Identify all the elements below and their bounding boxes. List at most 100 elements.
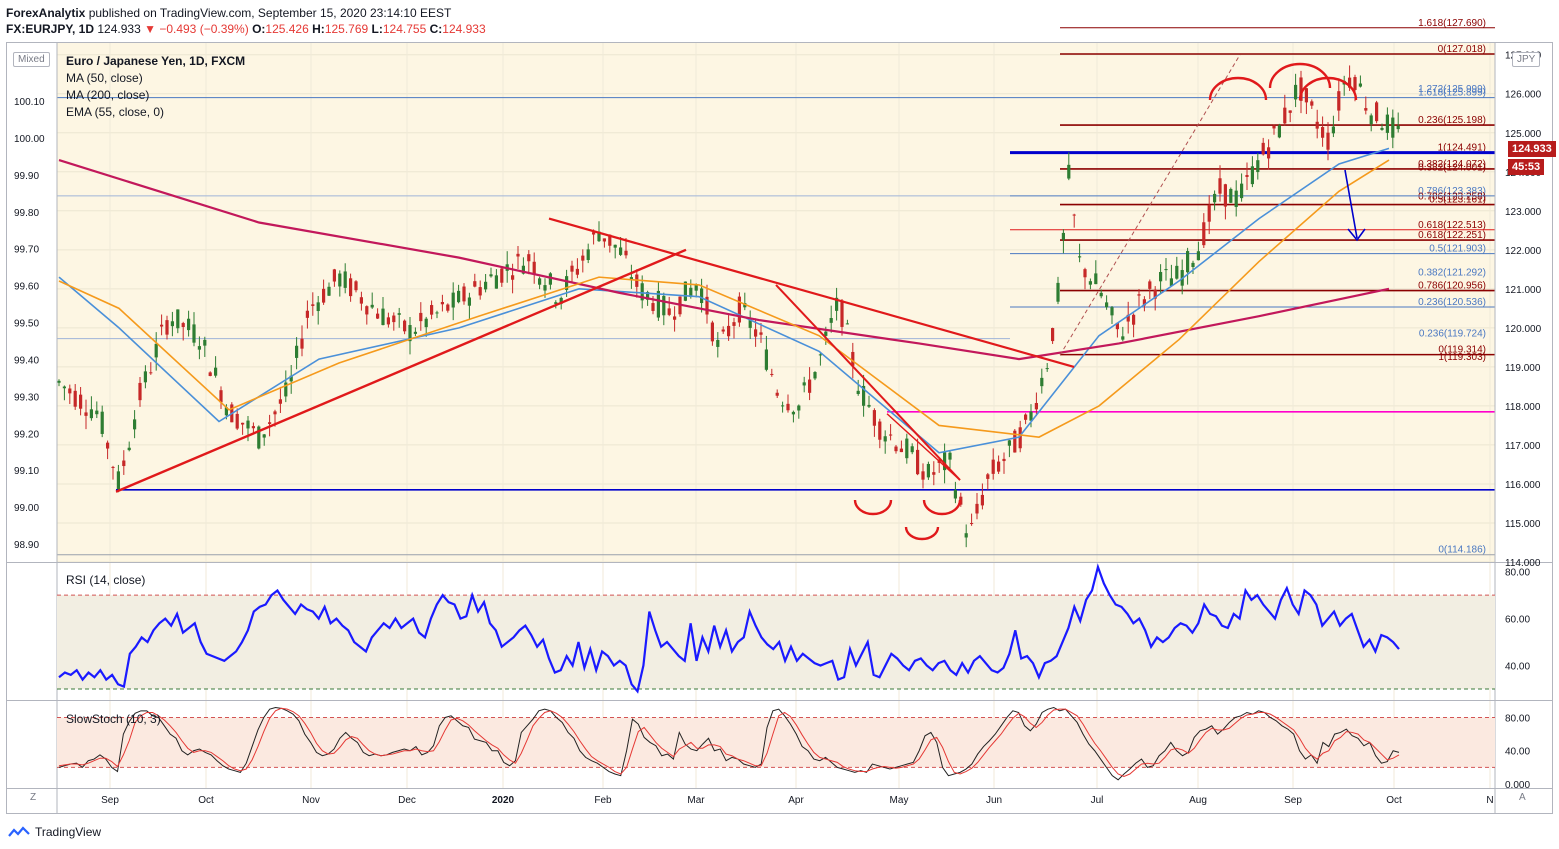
right-tick-label: 117.000 <box>1505 441 1541 452</box>
candle-body <box>883 436 887 442</box>
right-tick-label: 116.000 <box>1505 480 1541 491</box>
candle-body <box>716 340 720 347</box>
candle-body <box>791 411 795 415</box>
low-value: 124.755 <box>382 22 427 36</box>
candle-body <box>737 296 741 323</box>
candle-body <box>268 422 272 424</box>
candle-body <box>408 325 412 342</box>
candle-body <box>311 304 315 306</box>
x-tick-label: Oct <box>1386 795 1402 806</box>
candle-body <box>1024 414 1028 420</box>
candle-body <box>1288 110 1292 113</box>
mixed-badge[interactable]: Mixed <box>13 52 50 67</box>
candle-body <box>592 232 596 235</box>
candle-body <box>813 372 817 379</box>
candle-body <box>1126 314 1130 322</box>
rsi-legend[interactable]: RSI (14, close) <box>66 573 146 587</box>
x-tick-label: Dec <box>398 795 416 806</box>
right-tick-label: 125.000 <box>1505 129 1542 140</box>
candle-body <box>1272 125 1276 129</box>
fib-label: 1.272(125.999) <box>1418 84 1486 95</box>
candle-body <box>802 382 806 386</box>
x-tick-label: Aug <box>1189 795 1207 806</box>
candle-body <box>694 284 698 291</box>
candle-body <box>527 254 531 262</box>
legend-ema55[interactable]: EMA (55, close, 0) <box>66 105 165 119</box>
candle-body <box>867 404 871 407</box>
tradingview-logo[interactable]: TradingView <box>8 825 101 839</box>
candle-body <box>435 312 439 314</box>
left-tick-label: 99.40 <box>14 355 39 366</box>
candle-body <box>235 413 239 429</box>
x-tick-label: May <box>890 795 909 806</box>
candle-body <box>430 305 434 315</box>
stoch-tick-label: 40.00 <box>1505 747 1530 758</box>
publish-details: published on TradingView.com, September … <box>85 6 452 20</box>
legend-ma200[interactable]: MA (200, close) <box>66 88 150 102</box>
candle-body <box>624 250 628 256</box>
candle-body <box>1164 269 1168 271</box>
candle-body <box>1148 281 1152 289</box>
price-change: ▼ −0.493 (−0.39%) <box>144 22 249 36</box>
falling-trendline <box>548 217 1075 368</box>
candle-body <box>214 367 218 376</box>
currency-badge[interactable]: JPY <box>1512 52 1541 67</box>
candle-body <box>143 371 147 383</box>
right-tick-label: 119.000 <box>1505 363 1541 374</box>
candle-body <box>392 315 396 323</box>
short-trendline <box>886 413 961 481</box>
candle-body <box>440 302 444 305</box>
legend-ma50[interactable]: MA (50, close) <box>66 71 143 85</box>
candle-body <box>521 265 525 274</box>
right-tick-label: 121.000 <box>1505 285 1542 296</box>
x-tick-label: Sep <box>1284 795 1302 806</box>
candle-body <box>332 269 336 282</box>
candle-body <box>851 351 855 366</box>
candle-body <box>1396 125 1400 130</box>
candle-body <box>241 422 245 425</box>
candle-body <box>1083 269 1087 278</box>
candle-body <box>397 313 401 315</box>
candle-body <box>797 405 801 411</box>
candle-body <box>1207 204 1211 222</box>
candle-body <box>424 318 428 328</box>
candle-body <box>68 388 72 394</box>
tradingview-icon <box>8 826 30 837</box>
stoch-legend[interactable]: SlowStoch (10, 3) <box>66 712 161 726</box>
candle-body <box>516 253 520 257</box>
candle-body <box>365 306 369 315</box>
rsi-line <box>58 563 1400 694</box>
left-tick-label: 99.70 <box>14 245 39 256</box>
candle-body <box>748 318 752 328</box>
candle-body <box>127 447 131 451</box>
inverse-head-shoulders-arc <box>922 499 962 516</box>
last-price-label: 124.933 <box>1508 141 1556 157</box>
fib-label: 0.382(124.001) <box>1418 163 1486 174</box>
fib-label: 1(124.491) <box>1438 143 1486 154</box>
rsi-band-fill <box>57 595 1495 689</box>
candle-body <box>73 390 77 407</box>
candle-body <box>381 308 385 326</box>
x-tick-label: Oct <box>198 795 214 806</box>
candle-body <box>1358 83 1362 87</box>
legend-title: Euro / Japanese Yen, 1D, FXCM <box>66 54 246 68</box>
candle-body <box>548 273 552 285</box>
candle-body <box>100 411 104 434</box>
fib-label: 0(127.018) <box>1438 44 1486 55</box>
inverse-head-shoulders-arc <box>904 526 940 541</box>
candle-body <box>1061 232 1065 240</box>
zoom-reset-button[interactable]: Z <box>30 792 37 803</box>
right-tick-label: 114.000 <box>1505 558 1541 569</box>
candle-body <box>457 290 461 303</box>
fib-label: 0.236(125.198) <box>1418 115 1486 126</box>
x-tick-label: Jun <box>986 795 1002 806</box>
candle-body <box>170 321 174 327</box>
tradingview-brand: TradingView <box>35 825 102 839</box>
candle-body <box>824 331 828 336</box>
auto-scale-button[interactable]: A <box>1519 792 1526 803</box>
candle-body <box>1348 77 1352 88</box>
dashed-projection-line <box>1059 54 1241 356</box>
candle-body <box>1159 271 1163 282</box>
left-tick-label: 99.90 <box>14 171 39 182</box>
